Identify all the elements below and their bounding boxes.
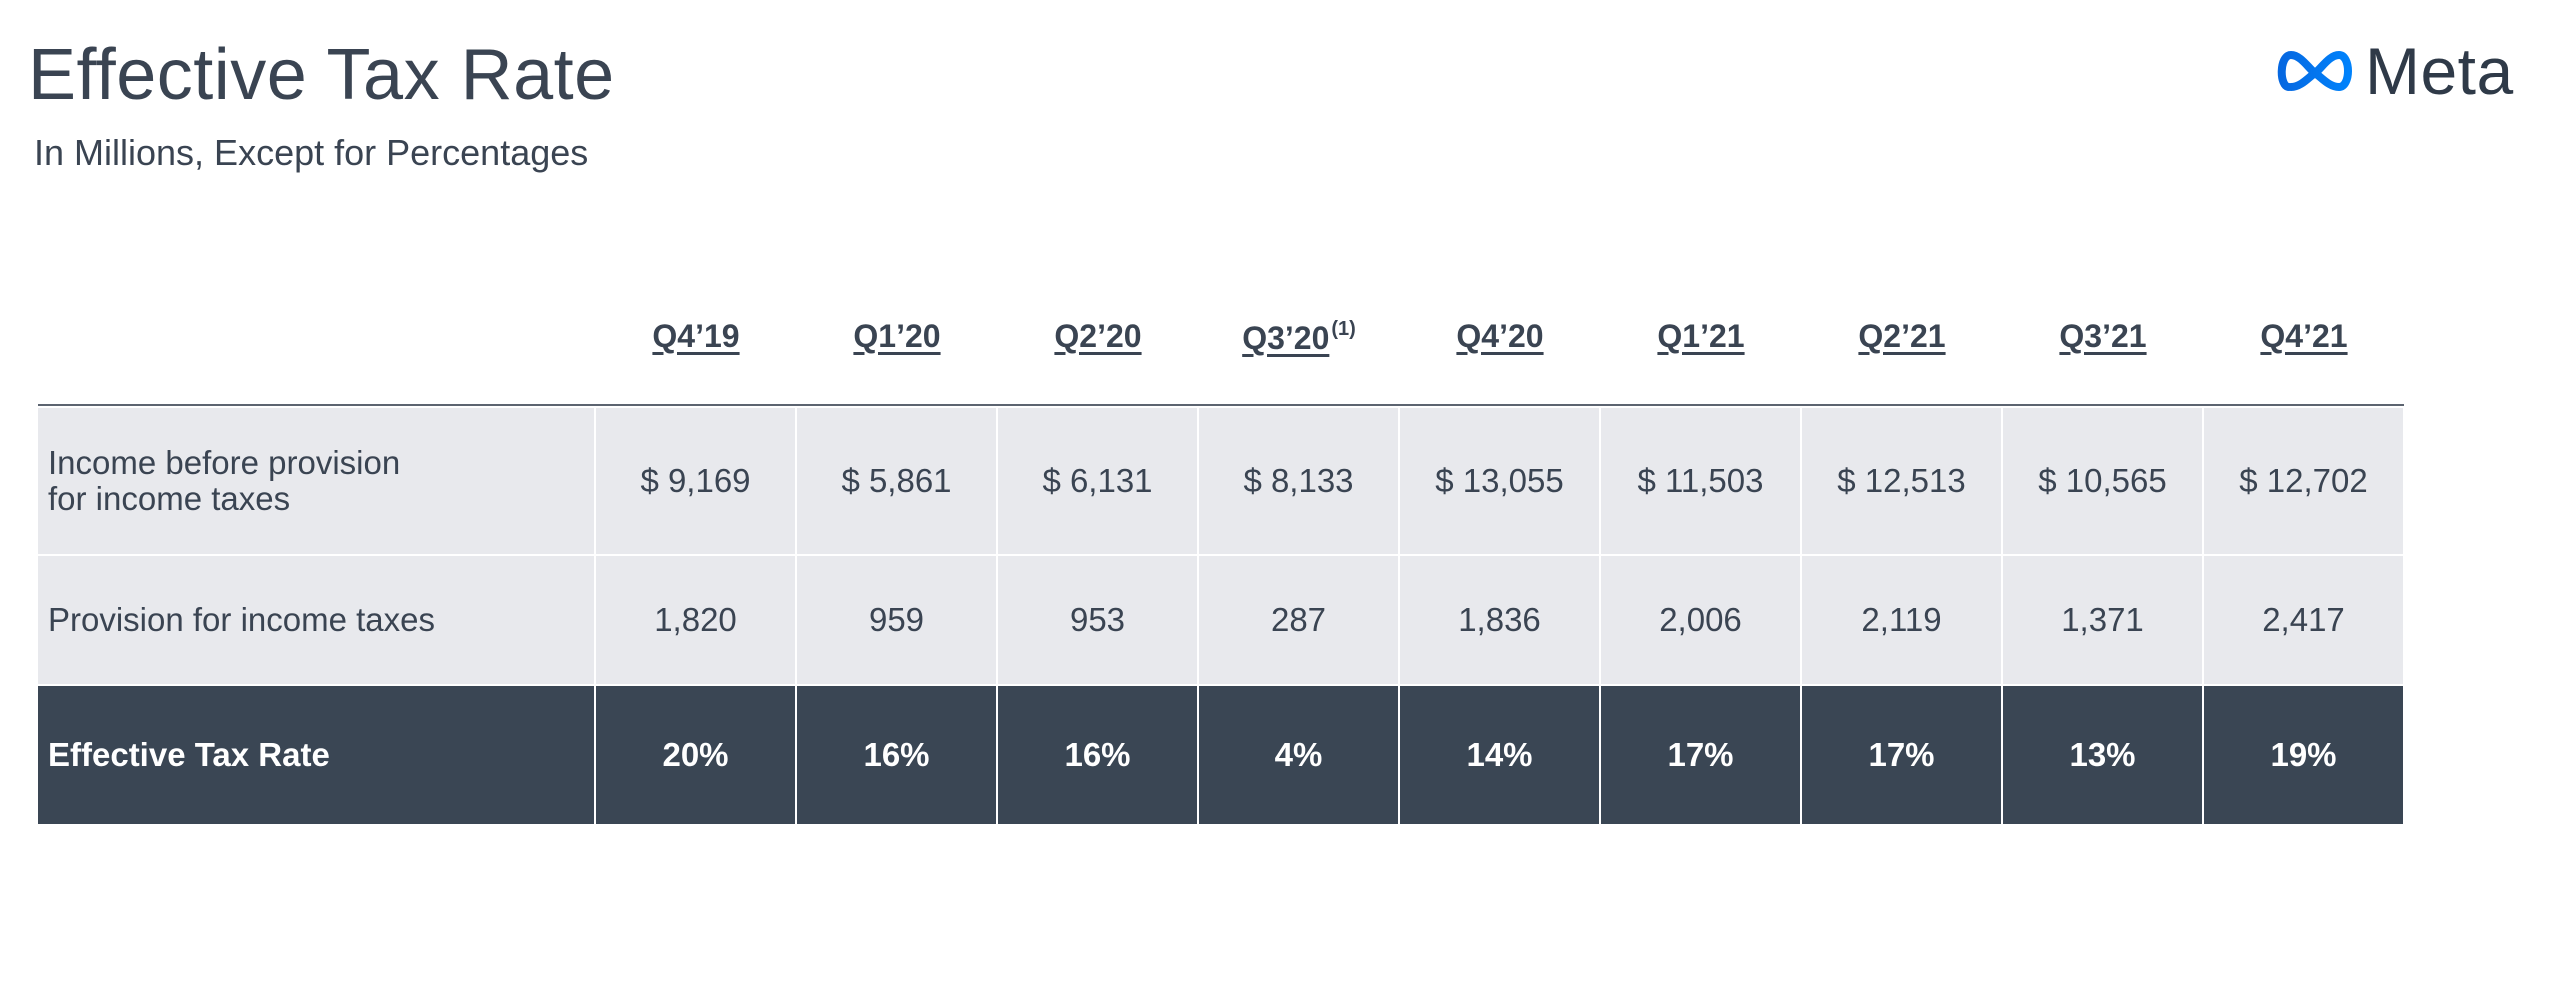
table-cell: $ 13,055 [1400, 408, 1599, 554]
table-cell: $ 9,169 [596, 408, 795, 554]
table-cell: $ 10,565 [2003, 408, 2202, 554]
table-cell: 2,119 [1802, 556, 2001, 684]
meta-infinity-logo-icon [2277, 50, 2352, 92]
table-cell: $ 12,513 [1802, 408, 2001, 554]
table-cell: 14% [1400, 686, 1599, 824]
table-header-row: Q4’19 Q1’20 Q2’20 Q3’20 (1) Q4’20 Q1’21 Q… [38, 300, 2404, 406]
table-row-effective-tax-rate: Effective Tax Rate 20% 16% 16% 4% 14% 17… [38, 686, 2404, 824]
row-label: Income before provision for income taxes [38, 408, 594, 554]
table-cell: 953 [998, 556, 1197, 684]
table-cell: $ 12,702 [2204, 408, 2403, 554]
table-cell: $ 11,503 [1601, 408, 1800, 554]
table-cell: $ 8,133 [1199, 408, 1398, 554]
row-label: Effective Tax Rate [38, 686, 594, 824]
tax-rate-table: Q4’19 Q1’20 Q2’20 Q3’20 (1) Q4’20 Q1’21 Q… [38, 300, 2404, 824]
table-cell: 4% [1199, 686, 1398, 824]
column-header-q4-20: Q4’20 [1456, 318, 1544, 354]
column-header-q1-20: Q1’20 [853, 318, 941, 354]
row-label: Provision for income taxes [38, 556, 594, 684]
column-header-q2-20: Q2’20 [1054, 318, 1142, 354]
table-row-provision-for-income-taxes: Provision for income taxes 1,820 959 953… [38, 556, 2404, 684]
column-header-q2-21: Q2’21 [1858, 318, 1946, 354]
table-cell: 2,006 [1601, 556, 1800, 684]
table-cell: 287 [1199, 556, 1398, 684]
table-cell: $ 6,131 [998, 408, 1197, 554]
footnote-marker: (1) [1331, 318, 1356, 340]
table-row-income-before-provision: Income before provision for income taxes… [38, 408, 2404, 554]
table-cell: 16% [797, 686, 996, 824]
table-cell: 1,371 [2003, 556, 2202, 684]
column-header-q4-19: Q4’19 [652, 318, 740, 354]
table-cell: 20% [596, 686, 795, 824]
page-subtitle: In Millions, Except for Percentages [34, 132, 589, 173]
table-cell: 1,836 [1400, 556, 1599, 684]
column-header-q4-21: Q4’21 [2260, 318, 2348, 354]
column-header-q3-20: Q3’20 (1) [1242, 318, 1356, 356]
meta-logo: Meta [2275, 36, 2514, 106]
table-cell: 17% [1802, 686, 2001, 824]
column-header-q1-21: Q1’21 [1657, 318, 1745, 354]
table-cell: $ 5,861 [797, 408, 996, 554]
table-cell: 2,417 [2204, 556, 2403, 684]
page-title: Effective Tax Rate [28, 35, 615, 115]
meta-wordmark: Meta [2365, 34, 2514, 108]
table-cell: 19% [2204, 686, 2403, 824]
table-cell: 16% [998, 686, 1197, 824]
table-cell: 959 [797, 556, 996, 684]
column-header-q3-21: Q3’21 [2059, 318, 2147, 354]
table-cell: 17% [1601, 686, 1800, 824]
table-cell: 1,820 [596, 556, 795, 684]
table-cell: 13% [2003, 686, 2202, 824]
